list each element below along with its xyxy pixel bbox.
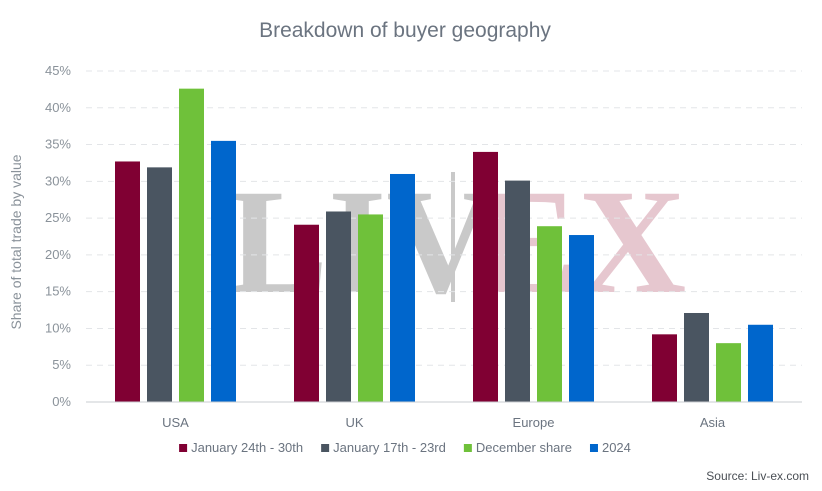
- bar-asia-series-1: [652, 334, 677, 402]
- y-tick-label: 45%: [45, 63, 71, 78]
- bar-europe-series-4: [569, 235, 594, 402]
- bar-usa-series-3: [179, 88, 204, 403]
- x-category-label: Asia: [700, 415, 726, 430]
- legend: January 24th - 30th January 17th - 23rd De…: [179, 440, 631, 455]
- y-tick-label: 15%: [45, 284, 71, 299]
- y-tick-label: 40%: [45, 100, 71, 115]
- chart-title: Breakdown of buyer geography: [259, 19, 551, 42]
- bar-usa-series-2: [147, 167, 172, 402]
- y-tick-label: 10%: [45, 320, 71, 335]
- legend-swatch: [179, 444, 188, 452]
- bar-europe-series-1: [473, 151, 498, 402]
- legend-swatch: [589, 444, 598, 452]
- bar-asia-series-2: [684, 312, 709, 402]
- y-tick-label: 20%: [45, 247, 71, 262]
- y-tick-label: 5%: [52, 357, 71, 372]
- legend-label: December share: [476, 440, 572, 455]
- y-axis-label: Share of total trade by value: [8, 154, 24, 329]
- bar-asia-series-3: [716, 343, 741, 402]
- bar-europe-series-3: [537, 226, 562, 402]
- y-tick-label: 25%: [45, 210, 71, 225]
- y-axis-ticks: 0% 5% 10% 15% 20% 25% 30% 35% 40% 45%: [45, 63, 71, 409]
- legend-item: January 24th - 30th: [179, 440, 303, 455]
- legend-item: December share: [463, 440, 572, 455]
- y-tick-label: 0%: [52, 394, 71, 409]
- x-category-label: UK: [345, 415, 363, 430]
- legend-label: January 17th - 23rd: [333, 440, 446, 455]
- bar-asia-series-4: [748, 324, 773, 402]
- y-tick-label: 30%: [45, 173, 71, 188]
- source-note: Source: Liv-ex.com: [706, 469, 809, 483]
- watermark-divider: [451, 172, 455, 302]
- bar-uk-series-4: [390, 173, 415, 402]
- bar-usa-series-4: [211, 140, 236, 402]
- bar-uk-series-2: [326, 211, 351, 402]
- legend-label: January 24th - 30th: [191, 440, 303, 455]
- gridlines: [86, 70, 802, 366]
- legend-swatch: [321, 444, 330, 452]
- bar-usa-series-1: [115, 161, 140, 402]
- legend-label: 2024: [602, 440, 631, 455]
- x-axis-categories: USA UK Europe Asia: [162, 415, 726, 430]
- legend-swatch: [463, 444, 472, 452]
- legend-item: January 17th - 23rd: [321, 440, 446, 455]
- bar-uk-series-1: [294, 224, 319, 402]
- legend-item: 2024: [589, 440, 631, 455]
- bar-uk-series-3: [358, 214, 383, 402]
- bars: [115, 88, 773, 403]
- bar-europe-series-2: [505, 180, 530, 402]
- x-category-label: Europe: [513, 415, 555, 430]
- x-category-label: USA: [162, 415, 189, 430]
- y-tick-label: 35%: [45, 137, 71, 152]
